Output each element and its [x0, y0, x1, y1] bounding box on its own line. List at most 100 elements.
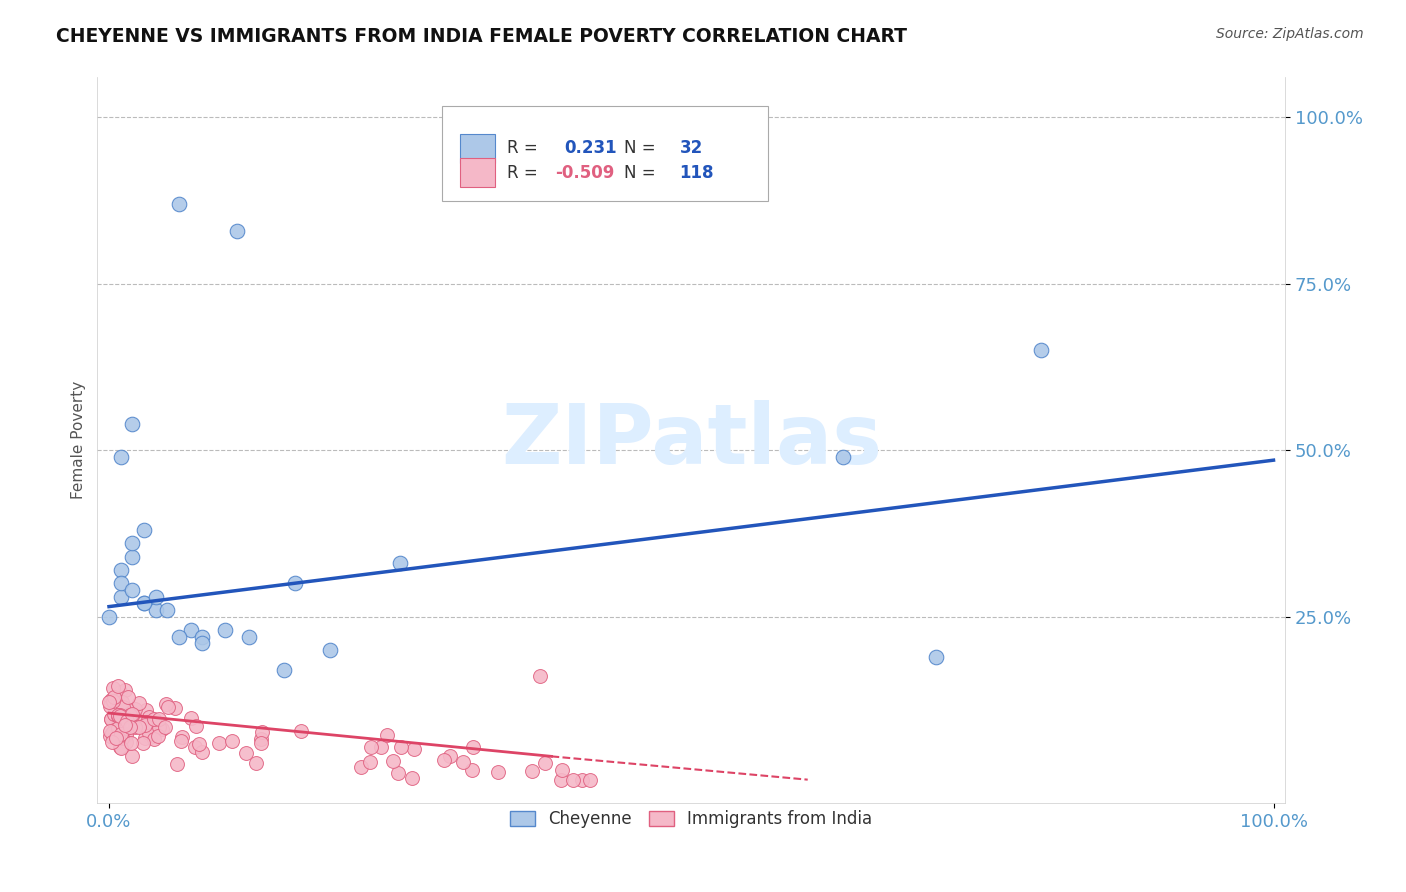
Point: [110, 727, 132, 741]
Point: [128, 715, 150, 730]
Point: [245, 756, 267, 771]
Point: [184, 718, 207, 732]
Point: [571, 772, 593, 787]
FancyBboxPatch shape: [441, 106, 769, 201]
Point: [139, 730, 162, 744]
Point: [132, 596, 155, 610]
Point: [375, 728, 398, 742]
Point: [107, 721, 129, 735]
Point: [121, 705, 143, 719]
Y-axis label: Female Poverty: Female Poverty: [72, 381, 86, 500]
Point: [112, 700, 135, 714]
Point: [115, 734, 138, 748]
FancyBboxPatch shape: [460, 158, 495, 187]
Point: [103, 726, 125, 740]
Point: [124, 702, 146, 716]
Point: [110, 450, 132, 464]
Text: ZIPatlas: ZIPatlas: [501, 400, 882, 481]
Text: N =: N =: [623, 139, 661, 157]
Point: [110, 576, 132, 591]
Point: [115, 714, 138, 728]
Point: [148, 720, 170, 734]
Point: [110, 590, 132, 604]
Point: [100, 711, 122, 725]
Point: [142, 731, 165, 746]
Point: [101, 726, 124, 740]
Point: [250, 731, 273, 746]
Point: [138, 726, 160, 740]
Point: [121, 549, 143, 564]
Point: [226, 223, 249, 237]
Point: [163, 700, 186, 714]
Point: [191, 636, 214, 650]
Point: [460, 763, 482, 777]
Point: [432, 753, 454, 767]
Point: [108, 708, 131, 723]
Text: CHEYENNE VS IMMIGRANTS FROM INDIA FEMALE POVERTY CORRELATION CHART: CHEYENNE VS IMMIGRANTS FROM INDIA FEMALE…: [56, 27, 907, 45]
Point: [110, 685, 132, 699]
Point: [121, 582, 143, 597]
Point: [100, 712, 122, 726]
Point: [101, 681, 124, 696]
Point: [100, 713, 122, 727]
Point: [238, 630, 260, 644]
Point: [1029, 343, 1052, 358]
Point: [124, 719, 146, 733]
Point: [550, 772, 572, 787]
Point: [108, 715, 131, 730]
Point: [381, 754, 404, 768]
Point: [103, 723, 125, 738]
Point: [389, 557, 412, 571]
Point: [107, 731, 129, 745]
Point: [143, 717, 166, 731]
Text: -0.509: -0.509: [554, 163, 614, 182]
Point: [156, 603, 179, 617]
Point: [135, 703, 157, 717]
Point: [100, 723, 122, 738]
Point: [114, 683, 136, 698]
Point: [221, 734, 243, 748]
Point: [118, 708, 141, 723]
Point: [520, 764, 543, 778]
Point: [145, 603, 167, 617]
Point: [138, 710, 160, 724]
Point: [98, 609, 121, 624]
Point: [108, 739, 131, 754]
Point: [98, 698, 121, 713]
Point: [387, 766, 409, 780]
Point: [439, 748, 461, 763]
Point: [529, 669, 551, 683]
Point: [155, 697, 177, 711]
Point: [167, 197, 190, 211]
Text: R =: R =: [508, 163, 543, 182]
Point: [121, 536, 143, 550]
Text: R =: R =: [508, 139, 543, 157]
Point: [831, 450, 853, 464]
Point: [110, 740, 132, 755]
Point: [101, 735, 124, 749]
Point: [172, 730, 194, 744]
Point: [115, 728, 138, 742]
Point: [110, 563, 132, 577]
Point: [191, 745, 214, 759]
Point: [108, 708, 131, 723]
Legend: Cheyenne, Immigrants from India: Cheyenne, Immigrants from India: [503, 803, 879, 835]
Point: [107, 680, 129, 694]
Point: [104, 716, 127, 731]
Point: [121, 706, 143, 721]
Point: [401, 772, 423, 786]
Point: [100, 693, 122, 707]
Point: [319, 643, 342, 657]
Point: [111, 704, 134, 718]
Point: [120, 736, 142, 750]
Point: [533, 756, 555, 770]
Point: [134, 731, 156, 746]
Point: [208, 736, 231, 750]
Point: [166, 756, 188, 771]
Point: [562, 772, 585, 787]
Point: [179, 623, 201, 637]
Point: [153, 720, 176, 734]
Point: [132, 523, 155, 537]
Text: 118: 118: [679, 163, 714, 182]
Point: [235, 746, 257, 760]
